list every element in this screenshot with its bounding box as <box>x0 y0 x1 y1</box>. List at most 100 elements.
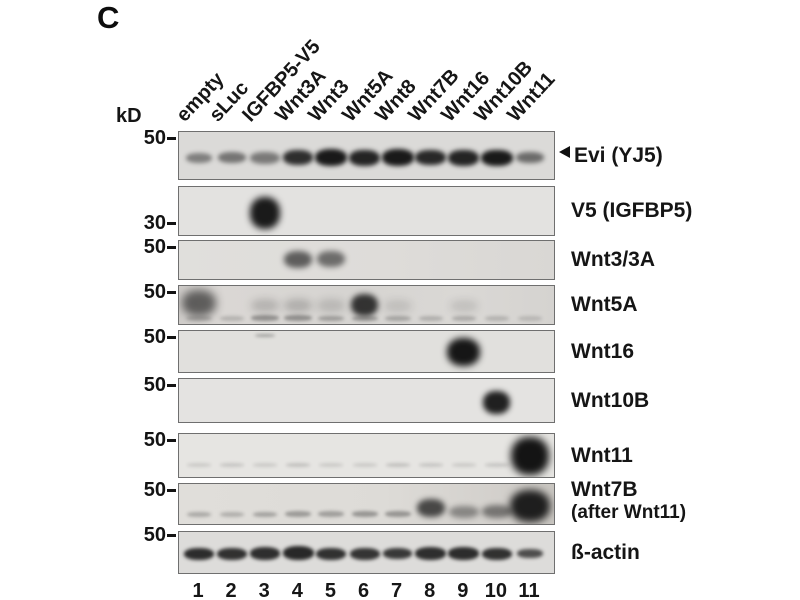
protein-band <box>349 547 380 560</box>
blot-row-bactin: 50 ß-actin <box>144 525 640 574</box>
mw-tick <box>167 533 176 537</box>
blot-label-wnt5a: Wnt5A <box>571 293 638 316</box>
blot-row-wnt16: 50 Wnt16 <box>144 327 634 373</box>
mw-tick <box>167 290 176 294</box>
protein-band <box>250 151 281 164</box>
blot-strip-wnt11 <box>178 433 555 478</box>
blot-row-v5: 30 V5 (IGFBP5) <box>144 186 692 236</box>
protein-band <box>184 547 214 560</box>
protein-band <box>284 298 313 312</box>
blot-label-evi: Evi (YJ5) <box>574 143 663 167</box>
mw-marker-value: 50 <box>143 429 166 451</box>
protein-band <box>284 250 313 268</box>
blot-row-wnt7b: 50 Wnt7B (after Wnt11) <box>144 478 686 525</box>
protein-band <box>317 251 346 267</box>
protein-band <box>220 511 245 517</box>
blot-strip-v5 <box>178 186 555 236</box>
blot-label-bactin: ß-actin <box>571 540 640 564</box>
mw-marker: 50 <box>130 430 176 450</box>
protein-band <box>186 315 212 321</box>
protein-band <box>418 315 443 321</box>
protein-band <box>480 149 513 166</box>
protein-band <box>415 150 447 165</box>
blot-row-wnt10b: 50 Wnt10B <box>144 375 649 423</box>
mw-marker-value: 30 <box>143 212 166 234</box>
blot-strip-wnt16 <box>178 330 555 373</box>
blot-strip-bactin <box>178 531 555 574</box>
blot-row-wnt5a: 50 Wnt5A <box>144 282 638 325</box>
protein-band <box>517 549 543 558</box>
protein-band <box>352 462 377 467</box>
blot-label-wnt7b-line2: (after Wnt11) <box>571 502 687 523</box>
mw-marker: 50 <box>130 480 176 500</box>
left-arrowhead-icon <box>559 146 570 158</box>
protein-band <box>511 436 549 475</box>
protein-band <box>316 547 347 560</box>
mw-marker-value: 50 <box>143 281 166 303</box>
protein-band <box>218 152 247 163</box>
mw-marker: 30 <box>130 213 176 233</box>
mw-tick <box>167 383 176 387</box>
protein-band <box>253 511 278 517</box>
protein-band <box>285 511 312 517</box>
protein-band <box>251 315 280 321</box>
protein-band <box>318 315 345 321</box>
protein-band <box>286 462 311 467</box>
protein-band <box>284 315 313 321</box>
protein-band <box>351 315 378 321</box>
protein-band <box>187 511 211 517</box>
mw-marker: 50 <box>130 327 176 347</box>
protein-band <box>384 315 411 321</box>
protein-band <box>384 511 411 517</box>
mw-marker-value: 50 <box>143 236 166 258</box>
blot-label-wnt7b: Wnt7B (after Wnt11) <box>571 478 686 524</box>
blot-label-wnt10b: Wnt10B <box>571 388 650 412</box>
blot-strip-evi <box>178 131 555 180</box>
protein-band <box>217 547 248 560</box>
mw-tick <box>167 245 176 249</box>
mw-tick <box>167 488 176 492</box>
mw-marker: 50 <box>130 282 176 302</box>
lane-number-6: 6 <box>357 580 370 600</box>
protein-band <box>187 462 211 467</box>
mw-marker-value: 50 <box>143 127 166 149</box>
protein-band <box>182 290 216 316</box>
protein-band <box>220 462 245 467</box>
blot-strip-wnt3-3a <box>178 240 555 280</box>
protein-band <box>351 294 378 316</box>
protein-band <box>418 462 443 467</box>
protein-band <box>448 547 480 560</box>
lane-number-9: 9 <box>457 580 469 600</box>
protein-band <box>484 462 509 467</box>
blot-row-evi: 50 Evi (YJ5) <box>144 128 663 180</box>
protein-band <box>416 499 445 517</box>
protein-band <box>317 298 346 312</box>
protein-band <box>385 462 410 467</box>
protein-band <box>449 300 478 312</box>
panel-label: C <box>97 0 120 35</box>
blot-strip-wnt10b <box>178 378 555 423</box>
protein-band <box>349 149 380 166</box>
lane-number-8: 8 <box>424 580 436 600</box>
lane-number-4: 4 <box>291 580 303 600</box>
protein-band <box>510 490 550 522</box>
protein-band <box>283 150 314 165</box>
blot-row-wnt11: 50 Wnt11 <box>144 430 633 478</box>
protein-band <box>318 511 345 517</box>
protein-band <box>516 152 544 163</box>
blot-strip-wnt5a <box>178 285 555 325</box>
protein-band <box>253 462 278 467</box>
protein-band <box>383 548 413 559</box>
blot-label-wnt7b-line1: Wnt7B <box>571 478 638 501</box>
lane-number-5: 5 <box>324 580 336 600</box>
blot-label-v5: V5 (IGFBP5) <box>571 199 693 222</box>
protein-band <box>220 315 245 321</box>
protein-band <box>381 149 414 166</box>
protein-band <box>250 197 281 229</box>
protein-band <box>351 511 378 517</box>
protein-band <box>448 149 480 166</box>
protein-band <box>451 315 476 321</box>
blot-strip-wnt7b <box>178 483 555 525</box>
protein-band <box>484 315 509 321</box>
